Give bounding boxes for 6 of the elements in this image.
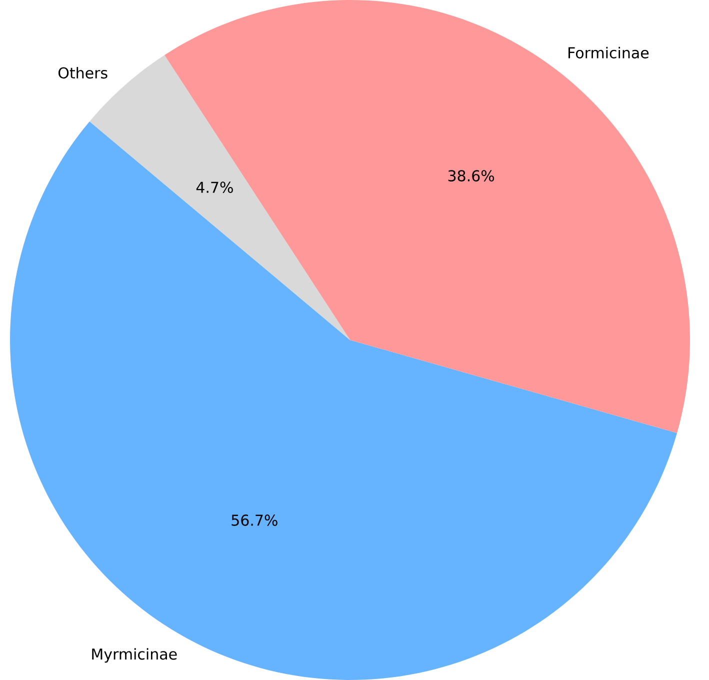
slice-label: Myrmicinae — [92, 648, 177, 663]
data-label: 38.6% — [448, 170, 494, 182]
slice-label: Formicinae — [568, 46, 649, 58]
data-label: 56.7% — [232, 514, 278, 526]
data-label: 4.7% — [196, 182, 233, 193]
slice-label: Others — [58, 66, 108, 79]
